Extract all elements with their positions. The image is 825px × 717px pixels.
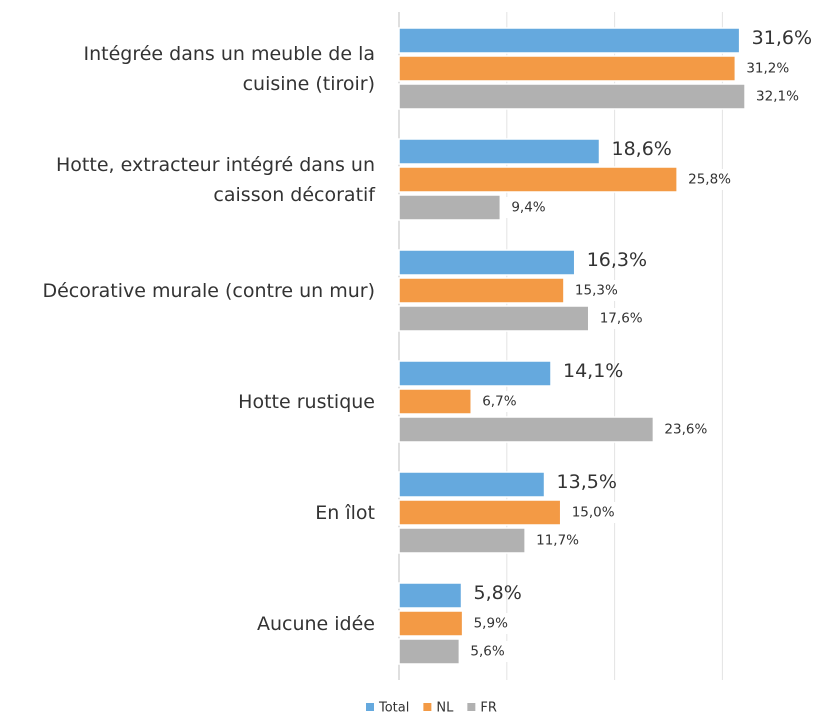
value-label: 5,6% bbox=[470, 644, 504, 660]
bar bbox=[398, 638, 461, 665]
value-label: 11,7% bbox=[536, 533, 579, 549]
bar bbox=[398, 416, 655, 443]
bar bbox=[398, 194, 502, 221]
value-label: 9,4% bbox=[511, 200, 545, 216]
value-label: 6,7% bbox=[482, 394, 516, 410]
bar bbox=[398, 499, 562, 526]
value-label: 32,1% bbox=[756, 89, 799, 105]
legend-label: Total bbox=[378, 701, 409, 716]
legend-swatch bbox=[423, 703, 432, 711]
value-label: 13,5% bbox=[557, 471, 617, 493]
bar bbox=[398, 83, 746, 110]
value-label: 16,3% bbox=[587, 249, 647, 271]
category-label: Aucune idée bbox=[256, 612, 375, 635]
bar bbox=[398, 27, 741, 54]
category-label: Décorative murale (contre un mur) bbox=[42, 279, 375, 302]
value-label: 18,6% bbox=[612, 138, 672, 160]
label-background bbox=[680, 169, 740, 190]
label-background bbox=[563, 502, 623, 523]
bar bbox=[398, 249, 576, 276]
label-background bbox=[462, 641, 513, 662]
bar bbox=[398, 55, 737, 82]
bar bbox=[398, 388, 472, 415]
bar bbox=[398, 527, 526, 554]
value-label: 31,2% bbox=[746, 61, 789, 77]
value-label: 14,1% bbox=[563, 360, 623, 382]
label-background bbox=[503, 197, 554, 218]
category-label: Hotte, extracteur intégré dans un caisso… bbox=[56, 153, 375, 206]
legend-swatch bbox=[467, 703, 476, 711]
label-background bbox=[566, 280, 626, 301]
value-label: 15,3% bbox=[575, 283, 618, 299]
bar bbox=[398, 360, 552, 387]
value-label: 5,9% bbox=[474, 616, 508, 632]
bar bbox=[398, 138, 601, 165]
legend-label: NL bbox=[436, 701, 454, 716]
legend-swatch bbox=[366, 703, 374, 711]
value-label: 5,8% bbox=[474, 582, 522, 604]
bar bbox=[398, 277, 565, 304]
label-background bbox=[528, 530, 588, 551]
category-label: Intégrée dans un meuble de la cuisine (t… bbox=[83, 42, 376, 95]
label-background bbox=[738, 58, 798, 79]
value-label: 15,0% bbox=[572, 505, 615, 521]
value-label: 23,6% bbox=[664, 422, 707, 438]
category-label: En îlot bbox=[315, 501, 375, 524]
bar bbox=[398, 610, 464, 637]
legend-label: FR bbox=[480, 701, 497, 716]
value-label: 17,6% bbox=[600, 311, 643, 327]
bar bbox=[398, 582, 463, 609]
label-background bbox=[465, 613, 516, 634]
label-background bbox=[591, 308, 651, 329]
label-background bbox=[748, 86, 807, 107]
bar bbox=[398, 471, 546, 498]
bar bbox=[398, 166, 678, 193]
value-label: 31,6% bbox=[752, 27, 812, 49]
category-label: Hotte rustique bbox=[238, 390, 375, 413]
label-background bbox=[656, 419, 716, 440]
value-label: 25,8% bbox=[688, 172, 731, 188]
label-background bbox=[474, 391, 525, 412]
bar bbox=[398, 305, 590, 332]
